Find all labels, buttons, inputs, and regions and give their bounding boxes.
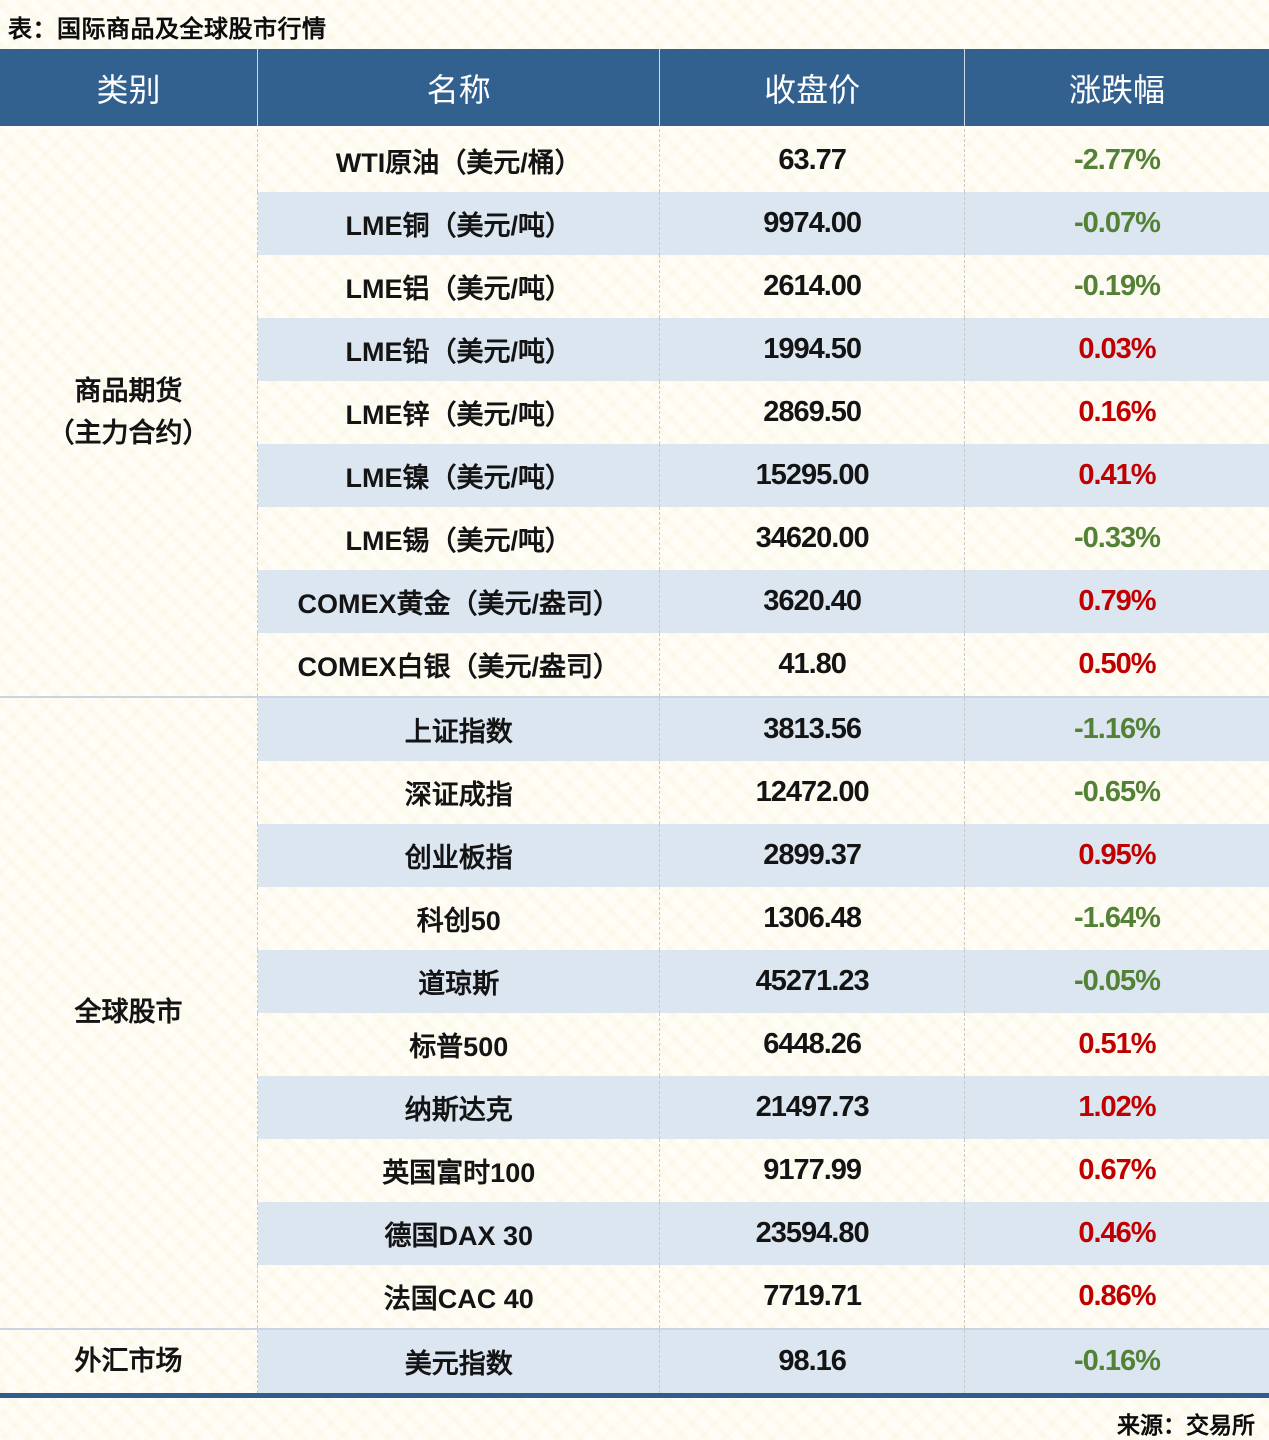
name-cell: 德国DAX 30 — [257, 1202, 661, 1265]
table-row: 道琼斯 45271.23 -0.05% — [0, 950, 1269, 1013]
change-cell: -2.77% — [1074, 144, 1161, 176]
table-row: 深证成指 12472.00 -0.65% — [0, 761, 1269, 824]
close-cell: 9177.99 — [659, 1139, 965, 1202]
page-title: 表：国际商品及全球股市行情 — [8, 16, 327, 43]
name-cell: LME铅（美元/吨） — [257, 318, 661, 381]
name-cell: 上证指数 — [257, 696, 661, 761]
change-cell: 0.16% — [1078, 396, 1156, 428]
change-cell: 0.79% — [964, 570, 1269, 633]
name-cell: 深证成指 — [257, 761, 661, 824]
close-cell: 3813.56 — [659, 696, 965, 761]
table-row: LME锌（美元/吨） 2869.50 0.16% — [0, 381, 1269, 444]
name-cell: WTI原油（美元/桶） — [257, 127, 661, 192]
change-cell: -1.64% — [1074, 902, 1161, 934]
change-cell: 0.46% — [964, 1202, 1269, 1265]
table-body: 商品期货 （主力合约） WTI原油（美元/桶） 63.77 -2.77% LME铜（美元/… — [0, 127, 1269, 1396]
table-row: 纳斯达克 21497.73 1.02% — [0, 1076, 1269, 1139]
change-cell: 0.03% — [964, 318, 1269, 381]
table-row: LME锡（美元/吨） 34620.00 -0.33% — [0, 507, 1269, 570]
table-header-row: 类别 名称 收盘价 涨跌幅 — [0, 49, 1269, 129]
name-cell: LME铜（美元/吨） — [257, 192, 661, 255]
table-row: 科创50 1306.48 -1.64% — [0, 887, 1269, 950]
table-row: LME铅（美元/吨） 1994.50 0.03% — [0, 318, 1269, 381]
table-row: 全球股市 上证指数 3813.56 -1.16% — [0, 696, 1269, 1329]
close-cell: 7719.71 — [659, 1265, 965, 1329]
name-cell: LME镍（美元/吨） — [257, 444, 661, 507]
header-cell-close: 收盘价 — [659, 49, 965, 129]
name-cell: 纳斯达克 — [257, 1076, 661, 1139]
table-row: COMEX白银（美元/盎司） 41.80 0.50% — [0, 633, 1269, 697]
name-cell: 道琼斯 — [257, 950, 661, 1013]
table-row: COMEX黄金（美元/盎司） 3620.40 0.79% — [0, 570, 1269, 633]
name-cell: 法国CAC 40 — [257, 1265, 661, 1329]
change-cell: -0.65% — [1074, 776, 1161, 808]
close-cell: 23594.80 — [659, 1202, 965, 1265]
name-cell: 标普500 — [257, 1013, 661, 1076]
close-cell: 41.80 — [659, 633, 965, 697]
change-cell: -0.07% — [964, 192, 1269, 255]
close-cell: 6448.26 — [659, 1013, 965, 1076]
close-cell: 15295.00 — [659, 444, 965, 507]
header-cell-name: 名称 — [257, 49, 661, 129]
table-row: LME镍（美元/吨） 15295.00 0.41% — [0, 444, 1269, 507]
table-row: 商品期货 （主力合约） WTI原油（美元/桶） 63.77 -2.77% — [0, 127, 1269, 697]
name-cell: 英国富时100 — [257, 1139, 661, 1202]
name-cell: 科创50 — [257, 887, 661, 950]
close-cell: 1994.50 — [659, 318, 965, 381]
category-cell: 商品期货 （主力合约） — [0, 127, 259, 697]
name-cell: LME锡（美元/吨） — [257, 507, 661, 570]
header-cell-change: 涨跌幅 — [964, 49, 1269, 129]
category-cell: 外汇市场 — [0, 1328, 259, 1396]
table-row: LME铜（美元/吨） 9974.00 -0.07% — [0, 192, 1269, 255]
change-cell: -0.33% — [1074, 522, 1161, 554]
change-cell: 0.41% — [964, 444, 1269, 507]
close-cell: 63.77 — [659, 127, 965, 192]
change-cell: 0.95% — [964, 824, 1269, 887]
close-cell: 3620.40 — [659, 570, 965, 633]
name-cell: 美元指数 — [257, 1328, 661, 1396]
close-cell: 9974.00 — [659, 192, 965, 255]
close-cell: 1306.48 — [659, 887, 965, 950]
change-cell: -0.19% — [1074, 270, 1161, 302]
close-cell: 2614.00 — [659, 255, 965, 318]
change-cell: -0.16% — [964, 1328, 1269, 1396]
close-cell: 45271.23 — [659, 950, 965, 1013]
source-note: 来源：交易所 — [1117, 1412, 1255, 1438]
change-cell: -1.16% — [964, 696, 1269, 761]
change-cell: 1.02% — [964, 1076, 1269, 1139]
name-cell: LME锌（美元/吨） — [257, 381, 661, 444]
table-row: 法国CAC 40 7719.71 0.86% — [0, 1265, 1269, 1329]
change-cell: 0.67% — [1078, 1154, 1156, 1186]
close-cell: 21497.73 — [659, 1076, 965, 1139]
change-cell: -0.05% — [964, 950, 1269, 1013]
table-row: 英国富时100 9177.99 0.67% — [0, 1139, 1269, 1202]
name-cell: COMEX黄金（美元/盎司） — [257, 570, 661, 633]
name-cell: LME铝（美元/吨） — [257, 255, 661, 318]
close-cell: 2899.37 — [659, 824, 965, 887]
change-cell: 0.51% — [1078, 1028, 1156, 1060]
header-cell-category: 类别 — [0, 49, 259, 129]
table-row: 外汇市场 美元指数 98.16 -0.16% — [0, 1328, 1269, 1396]
close-cell: 12472.00 — [659, 761, 965, 824]
close-cell: 34620.00 — [659, 507, 965, 570]
close-cell: 98.16 — [659, 1328, 965, 1396]
change-cell: 0.50% — [1078, 648, 1156, 680]
name-cell: COMEX白银（美元/盎司） — [257, 633, 661, 697]
close-cell: 2869.50 — [659, 381, 965, 444]
change-cell: 0.86% — [1078, 1280, 1156, 1312]
market-table: 类别 名称 收盘价 涨跌幅 商品期货 （主力合约） WTI原油（美元/桶） 63.77… — [0, 49, 1269, 1398]
table-row: 标普500 6448.26 0.51% — [0, 1013, 1269, 1076]
table-row: 德国DAX 30 23594.80 0.46% — [0, 1202, 1269, 1265]
category-cell: 全球股市 — [0, 696, 259, 1329]
name-cell: 创业板指 — [257, 824, 661, 887]
table-row: 创业板指 2899.37 0.95% — [0, 824, 1269, 887]
table-row: LME铝（美元/吨） 2614.00 -0.19% — [0, 255, 1269, 318]
